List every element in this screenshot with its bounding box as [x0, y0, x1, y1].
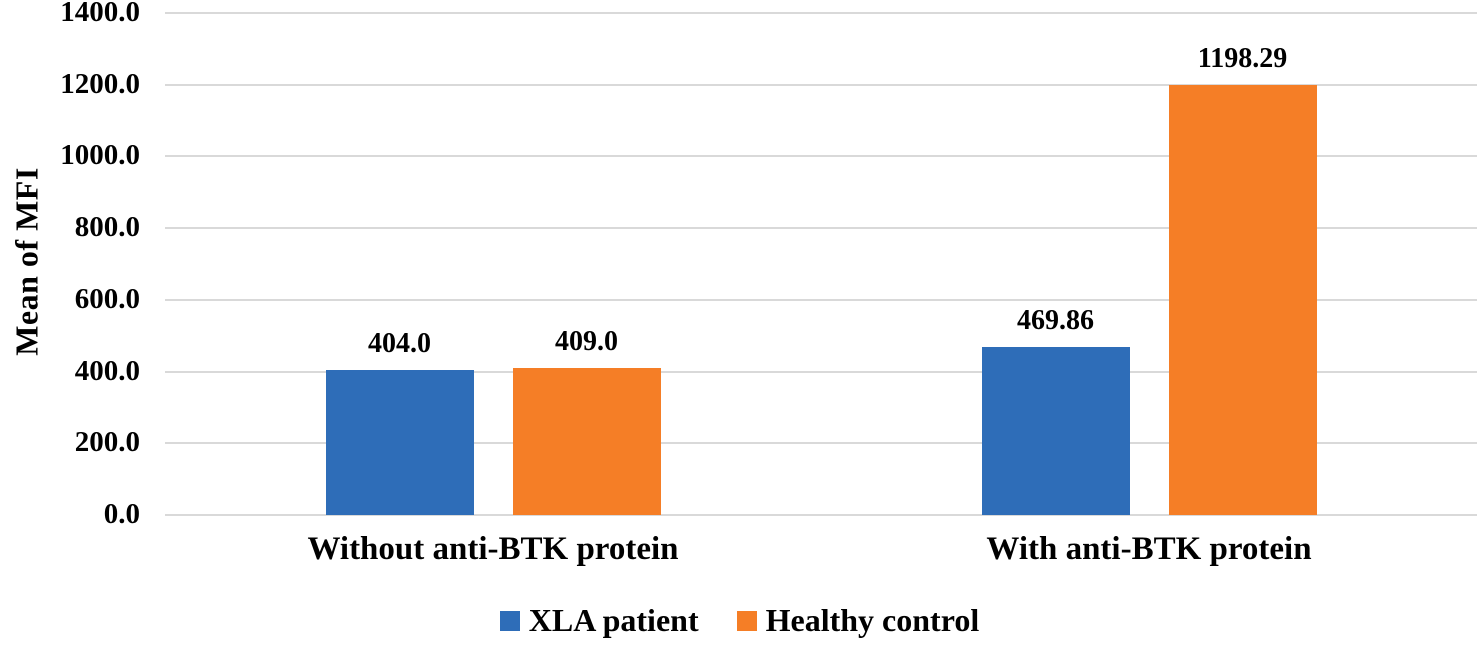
- gridline: [165, 83, 1477, 86]
- legend-item: XLA patient: [499, 602, 699, 639]
- legend-label: XLA patient: [528, 602, 699, 638]
- bar-healthy-control: [1168, 85, 1317, 515]
- y-tick-label: 0.0: [103, 498, 140, 530]
- plot-area: 404.0 409.0 469.86 1198.29: [165, 12, 1477, 516]
- y-tick-label: 800.0: [74, 211, 140, 244]
- y-tick-label: 1400.0: [60, 0, 140, 28]
- legend-item: Healthy control: [736, 602, 980, 639]
- legend: XLA patient Healthy control: [0, 602, 1479, 639]
- legend-swatch: [736, 610, 757, 631]
- gridline: [165, 12, 1477, 14]
- bar-value-label: 1198.29: [1197, 43, 1288, 75]
- bar-value-label: 404.0: [368, 328, 431, 360]
- gridline: [165, 227, 1477, 230]
- gridline: [165, 442, 1477, 445]
- gridline: [165, 298, 1477, 301]
- y-tick-label: 400.0: [74, 354, 140, 387]
- x-category-label: Without anti-BTK protein: [307, 531, 679, 567]
- y-tick-label: 200.0: [74, 426, 140, 459]
- bar-healthy-control: [512, 368, 661, 515]
- gridline: [165, 155, 1477, 158]
- y-tick-label: 1200.0: [60, 67, 140, 100]
- y-tick-label: 600.0: [74, 282, 140, 315]
- y-tick-label: 1000.0: [60, 139, 140, 172]
- y-axis-title: Mean of MFI: [8, 167, 45, 356]
- bar-xla-patient: [325, 370, 474, 515]
- bar-value-label: 409.0: [555, 326, 618, 358]
- legend-label: Healthy control: [765, 602, 980, 638]
- x-category-label: With anti-BTK protein: [986, 531, 1312, 567]
- bar-value-label: 469.86: [1017, 304, 1094, 336]
- gridline: [165, 370, 1477, 373]
- bar-xla-patient: [981, 346, 1130, 515]
- gridline: [165, 514, 1477, 516]
- legend-swatch: [499, 610, 520, 631]
